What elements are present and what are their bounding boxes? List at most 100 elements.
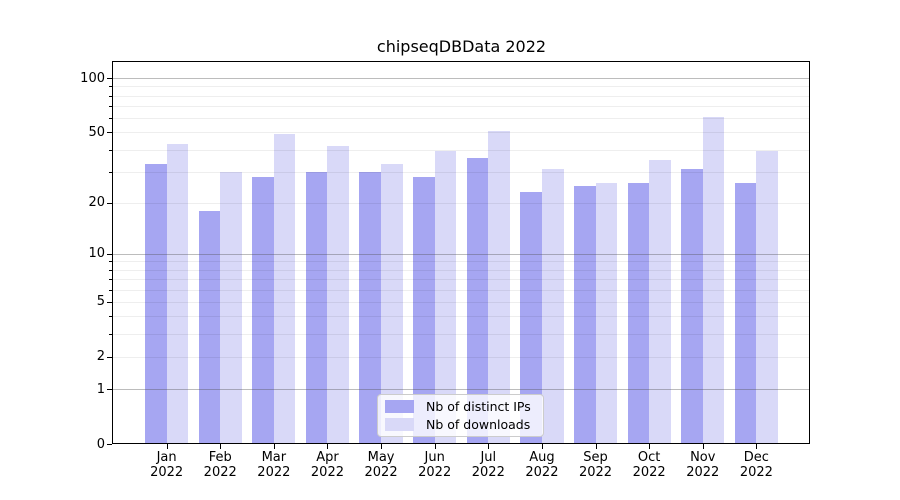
year-label: 2022 [418, 465, 452, 480]
gridline-major [113, 78, 809, 79]
bar-downloads [434, 151, 457, 444]
x-tick-label-dec: Dec 2022 [716, 450, 796, 480]
year-label: 2022 [686, 465, 720, 480]
month-label: Mar [261, 450, 287, 465]
gridline-minor [113, 95, 809, 97]
x-tick-label-oct: Oct 2022 [609, 450, 689, 480]
bar-distinct-ips [305, 171, 328, 444]
gridline-minor [113, 149, 809, 151]
x-tick [166, 444, 168, 449]
x-tick-label-jul: Jul 2022 [448, 450, 528, 480]
legend-label: Nb of distinct IPs [426, 398, 531, 414]
bar-distinct-ips [627, 182, 650, 444]
month-label: May [367, 450, 395, 465]
gridline-minor [113, 334, 809, 336]
y-minor-tick [109, 118, 112, 119]
y-tick [107, 132, 112, 134]
y-tick-label: 1 [96, 381, 105, 397]
x-tick-label-may: May 2022 [341, 450, 421, 480]
x-tick [649, 444, 651, 449]
y-minor-tick [109, 105, 112, 107]
gridline-minor [113, 171, 809, 173]
y-tick-label: 5 [96, 294, 105, 310]
bar-distinct-ips [198, 210, 221, 444]
legend-label: Nb of downloads [426, 417, 531, 433]
gridline-minor [113, 356, 809, 358]
y-minor-tick [109, 149, 112, 151]
bar-downloads [756, 151, 778, 444]
x-tick [273, 444, 275, 449]
year-label: 2022 [471, 465, 505, 480]
month-label: Dec [743, 450, 769, 465]
x-tick [488, 444, 490, 449]
legend-swatch-distinct-ips [385, 399, 414, 413]
x-tick-label-jun: Jun 2022 [395, 450, 475, 480]
gridline-major [113, 389, 809, 391]
x-tick [541, 444, 543, 449]
year-label: 2022 [150, 465, 184, 480]
year-label: 2022 [578, 465, 613, 480]
gridline-major [113, 253, 809, 255]
bar-distinct-ips [413, 176, 435, 444]
bar-downloads [649, 159, 671, 444]
gridline-minor [113, 105, 809, 107]
plot-area [112, 61, 810, 444]
x-tick [381, 444, 383, 449]
bar-distinct-ips [145, 164, 167, 444]
x-tick [220, 444, 222, 449]
bar-downloads [166, 143, 189, 444]
x-tick-label-apr: Apr 2022 [287, 450, 367, 480]
year-label: 2022 [739, 465, 773, 480]
y-minor-tick [109, 261, 112, 263]
y-tick [107, 444, 112, 445]
month-label: Sep [583, 450, 608, 465]
y-minor-tick [109, 316, 112, 318]
bar-distinct-ips [252, 176, 274, 444]
bar-downloads [220, 171, 242, 444]
month-label: Apr [316, 450, 339, 465]
x-tick-label-feb: Feb 2022 [180, 450, 260, 480]
gridline-minor [113, 261, 809, 263]
x-tick-label-sep: Sep 2022 [556, 450, 636, 480]
month-label: Jun [424, 450, 445, 465]
y-tick [107, 301, 112, 303]
bar-downloads [595, 182, 618, 444]
bar-distinct-ips [681, 169, 703, 444]
x-tick [595, 444, 597, 449]
bar-distinct-ips [466, 157, 489, 444]
legend-item-downloads: Nb of downloads [385, 418, 535, 433]
x-tick [702, 444, 704, 449]
y-minor-tick [109, 334, 112, 336]
bar-downloads [541, 169, 564, 444]
gridline-minor [113, 301, 809, 303]
bar-downloads [381, 164, 403, 444]
gridline-minor [113, 132, 809, 134]
y-minor-tick [109, 269, 112, 271]
y-tick-label: 10 [88, 246, 105, 262]
y-tick-label: 50 [88, 124, 105, 140]
y-tick [107, 202, 112, 204]
x-tick-label-aug: Aug 2022 [502, 450, 582, 480]
gridline-minor [113, 202, 809, 204]
year-label: 2022 [203, 465, 237, 480]
bar-downloads [273, 133, 296, 444]
y-tick [107, 356, 112, 358]
year-label: 2022 [632, 465, 666, 480]
x-tick-label-jan: Jan 2022 [127, 450, 207, 480]
month-label: Feb [208, 450, 232, 465]
bar-downloads [702, 116, 725, 444]
y-tick-label: 2 [96, 349, 105, 365]
y-minor-tick [109, 171, 112, 173]
month-label: Jan [156, 450, 177, 465]
y-tick-label: 20 [88, 195, 105, 211]
chart-title: chipseqDBData 2022 [376, 37, 547, 56]
y-minor-tick [109, 95, 112, 97]
bar-distinct-ips [734, 182, 757, 444]
bar-distinct-ips [520, 191, 542, 444]
gridline-minor [113, 279, 809, 281]
legend-swatch-downloads [385, 418, 414, 432]
gridline-minor [113, 316, 809, 318]
year-label: 2022 [525, 465, 559, 480]
y-tick [107, 253, 112, 255]
